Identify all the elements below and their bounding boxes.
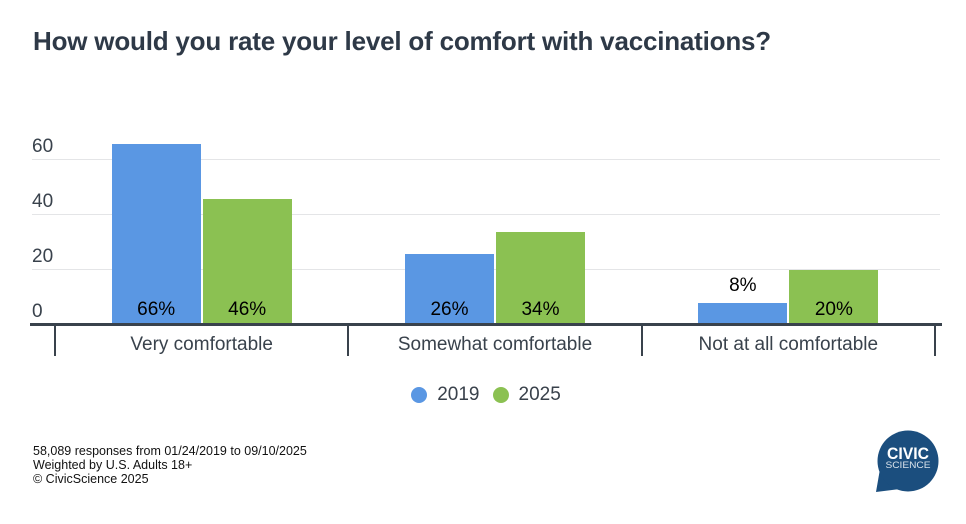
- bar-value-label: 66%: [137, 299, 176, 320]
- bar-2019-0: [111, 143, 201, 325]
- footer-responses: 58,089 responses from 01/24/2019 to 09/1…: [33, 444, 307, 458]
- plot-area: 0 20 40 60 Very comfortable Somewhat comforta…: [30, 133, 942, 356]
- x-axis-tick: [347, 326, 350, 356]
- legend-label: 2019: [437, 384, 480, 405]
- legend: 2019 2025: [32, 384, 940, 406]
- bar-value-label: 46%: [228, 299, 267, 320]
- bar-value-label: 20%: [814, 299, 853, 320]
- logo-text-science: SCIENCE: [886, 460, 931, 470]
- logo-text-civic: CIVIC: [887, 444, 929, 463]
- chart-title: How would you rate your level of comfort…: [33, 26, 771, 56]
- bar-value-label: 26%: [430, 299, 469, 320]
- x-axis-line: [30, 323, 942, 326]
- bar-2025-0: [202, 198, 292, 325]
- x-axis-tick: [640, 326, 643, 356]
- civicscience-logo: CIVIC SCIENCE: [876, 430, 939, 492]
- gridline-60: [32, 159, 940, 160]
- legend-item-2025: 2025: [492, 384, 561, 406]
- gridline-40: [32, 214, 940, 215]
- y-tick-label-60: 60: [32, 136, 54, 157]
- bar-2025-1: [496, 231, 585, 325]
- bar-value-label: 8%: [729, 275, 757, 296]
- y-tick-label-20: 20: [32, 246, 54, 267]
- bar-2025-2: [789, 270, 879, 325]
- bar-value-label: 34%: [521, 299, 560, 320]
- y-tick-label-0: 0: [32, 301, 43, 322]
- legend-item-2019: 2019: [411, 384, 480, 406]
- bar-2019-2: [698, 303, 788, 325]
- footer: 58,089 responses from 01/24/2019 to 09/1…: [33, 444, 307, 486]
- footer-copyright: © CivicScience 2025: [33, 472, 149, 486]
- footer-weighting: Weighted by U.S. Adults 18+: [33, 458, 193, 472]
- legend-swatch-icon: [492, 387, 509, 403]
- y-tick-label-40: 40: [32, 191, 54, 212]
- legend-swatch-icon: [411, 387, 428, 403]
- logo-bubble: [877, 430, 939, 492]
- legend-label: 2025: [518, 384, 561, 405]
- category-label: Very comfortable: [130, 334, 273, 355]
- x-axis-tick: [934, 326, 936, 356]
- category-label: Somewhat comfortable: [397, 334, 593, 355]
- bar-2019-1: [405, 253, 494, 325]
- x-axis-tick: [54, 326, 56, 356]
- category-label: Not at all comfortable: [698, 334, 879, 355]
